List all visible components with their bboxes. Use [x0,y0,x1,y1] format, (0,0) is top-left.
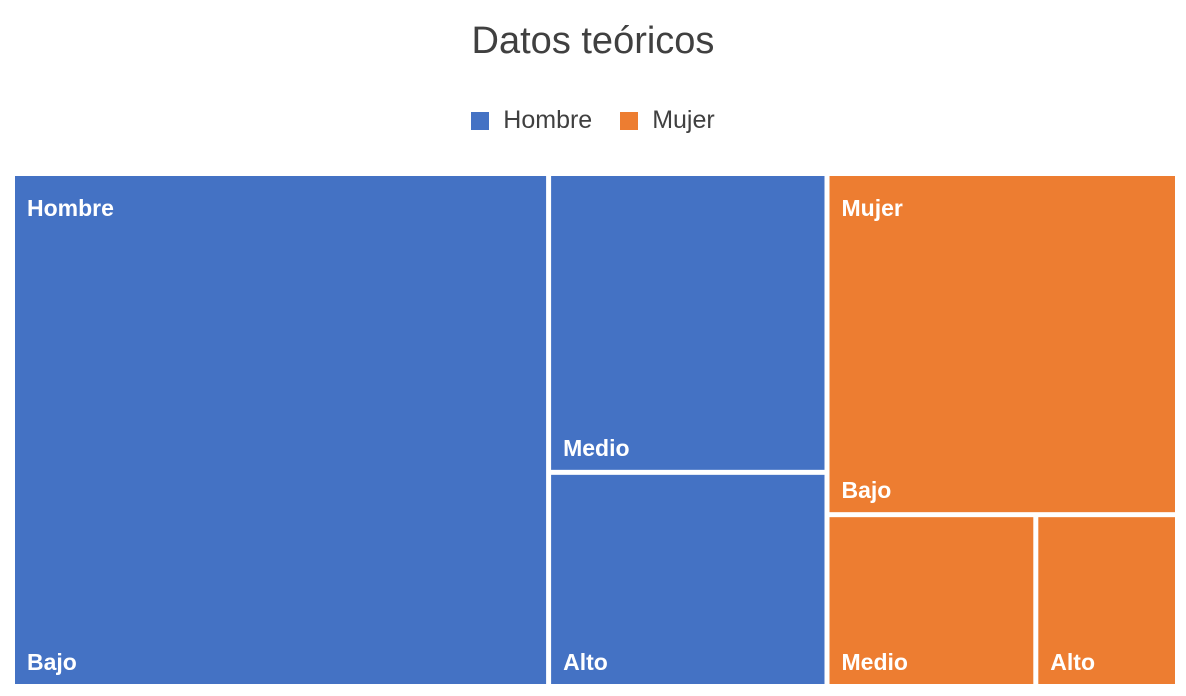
treemap-cell-mujer-alto [1038,517,1175,684]
treemap-label-hombre-bajo: Bajo [27,649,77,675]
treemap-cell-hombre-alto [551,474,825,684]
treemap-group-label-mujer: Mujer [842,195,903,221]
legend-label-hombre: Hombre [503,106,593,134]
legend-label-mujer: Mujer [652,106,715,134]
legend: Hombre Mujer [0,106,1186,135]
treemap-cell-mujer-bajo [829,176,1175,513]
treemap-label-hombre-medio: Medio [563,435,629,461]
treemap-label-mujer-medio: Medio [842,649,908,675]
treemap-plot: Bajo Medio Alto Hombre Bajo Medio Alto Mujer [15,176,1175,684]
treemap-group-label-hombre: Hombre [27,195,114,221]
legend-swatch-mujer [620,111,639,130]
legend-swatch-hombre [471,111,490,130]
treemap-cell-hombre-medio [551,176,825,470]
chart-title: Datos teóricos [471,20,715,62]
treemap-cell-hombre-bajo [15,176,547,684]
legend-item-mujer: Mujer [620,106,715,135]
treemap-label-mujer-bajo: Bajo [842,477,892,503]
treemap-label-mujer-alto: Alto [1050,649,1095,675]
legend-item-hombre: Hombre [471,106,592,135]
treemap-label-hombre-alto: Alto [563,649,608,675]
treemap-cell-mujer-medio [829,517,1034,684]
